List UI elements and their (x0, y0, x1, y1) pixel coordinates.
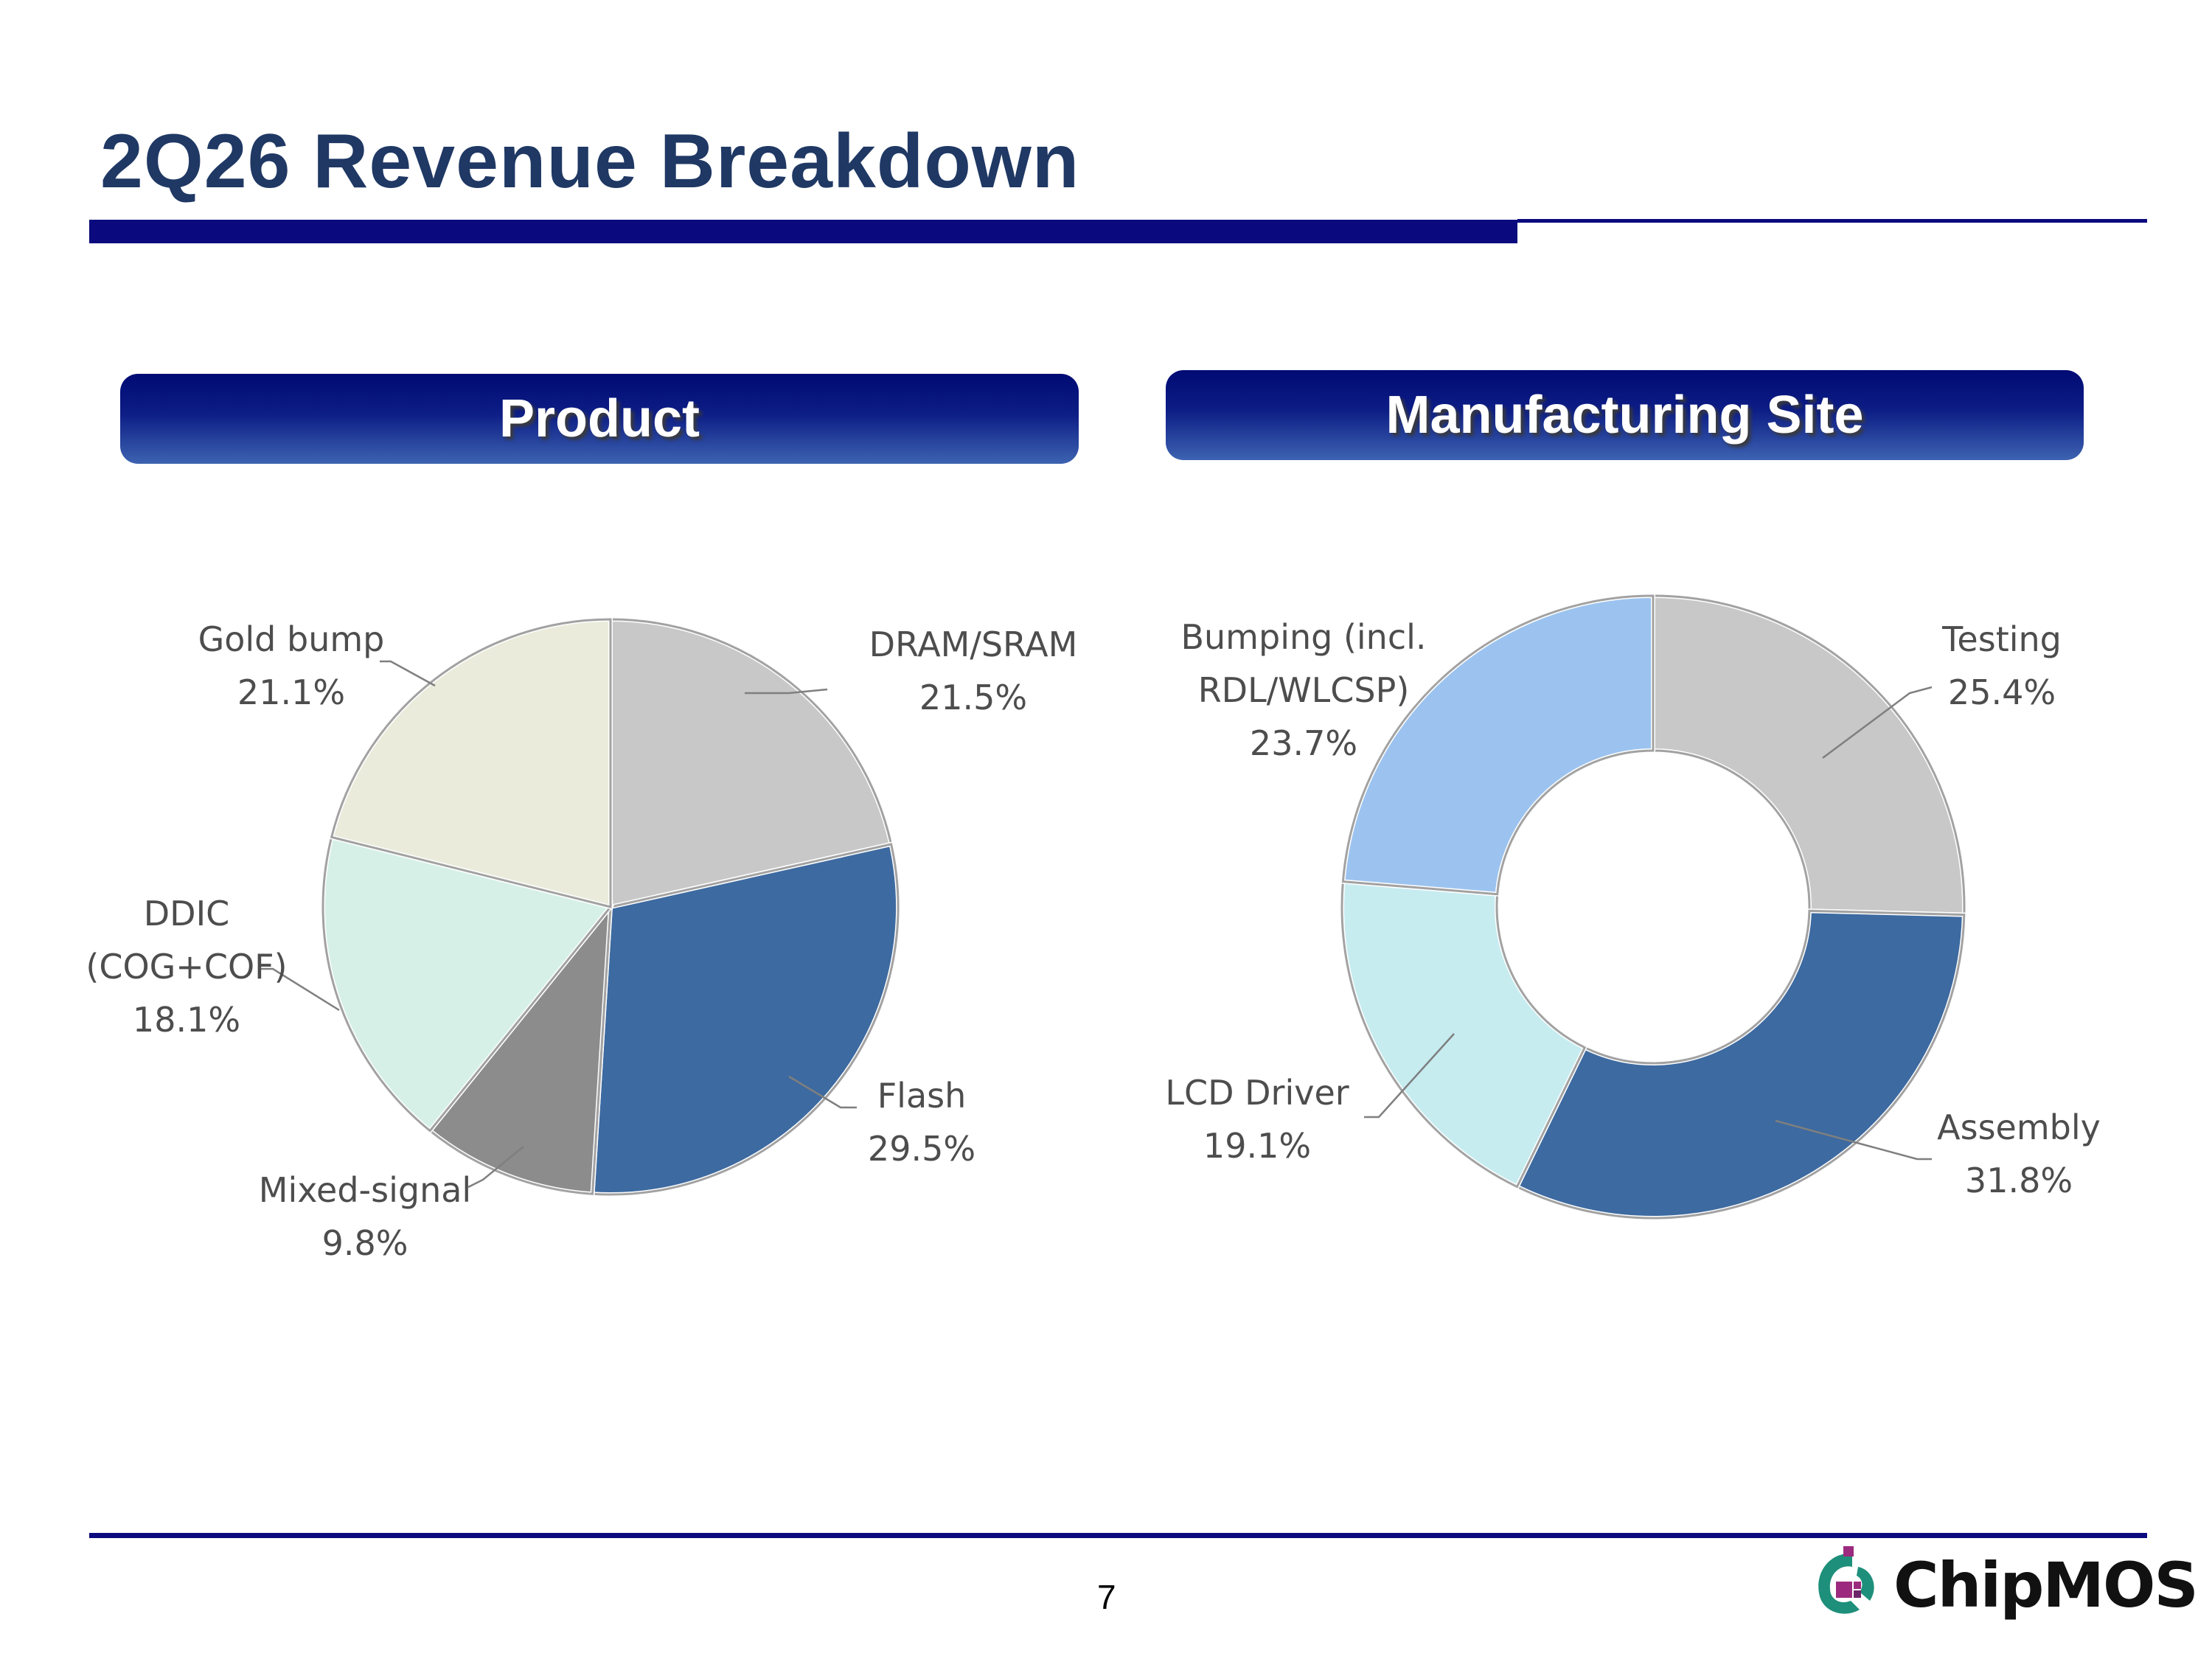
product-slice-edge-gold-bump (330, 618, 612, 908)
product-slice-edge-mixed-signal (428, 903, 612, 1195)
product-label-mixed-signal-1: 9.8% (322, 1223, 408, 1263)
product-pie-chart: DRAM/SRAM 21.5% Flash 29.5% Mixed-signal 9.8%… (86, 616, 1078, 1263)
manufacturing-site-label-bumping-incl-rdl-wlcsp-2: 23.7% (1250, 723, 1357, 763)
page-title: 2Q26 Revenue Breakdown (100, 119, 1080, 204)
product-leader-gold-bump (380, 660, 436, 687)
manufacturing-site-label-assembly-0: Assembly (1937, 1107, 2101, 1147)
product-leader-mixed-signal (467, 1146, 524, 1189)
product-section-header: Product (120, 374, 1079, 464)
product-label-dram-sram-1: 21.5% (919, 678, 1027, 717)
manufacturing-site-label-testing-1: 25.4% (1948, 672, 2056, 712)
manufacturing-site-label-testing-0: Testing (1941, 619, 2062, 659)
product-label-flash-1: 29.5% (868, 1129, 975, 1169)
manufacturing-site-slice-edge-bumping-incl-rdl-wlcsp (1341, 594, 1655, 896)
chipmos-logo: ChipMOS (1806, 1545, 2199, 1633)
manufacturing-site-leader-assembly (1775, 1119, 1932, 1161)
product-label-dram-sram-0: DRAM/SRAM (869, 625, 1078, 664)
chipmos-logo-icon (1818, 1546, 1874, 1614)
manufacturing-site-slice-testing (1651, 593, 1966, 917)
manufacturing-site-leader-lcd-driver (1364, 1033, 1455, 1119)
product-slice-edge-ddic-cog-cof (321, 835, 613, 1133)
manufacturing-site-slice-assembly (1514, 908, 1966, 1220)
product-label-ddic-cog-cof-1: (COG+COF) (86, 947, 287, 987)
manufacturing-site-slice-edge-assembly (1515, 909, 1966, 1220)
manufacturing-site-section-header: Manufacturing Site (1166, 370, 2084, 460)
title-underline-thin (1517, 219, 2147, 223)
product-leader-flash (788, 1075, 857, 1109)
product-label-flash-0: Flash (877, 1076, 967, 1116)
manufacturing-site-slice-edge-lcd-driver (1340, 880, 1587, 1189)
manufacturing-site-label-assembly-1: 31.8% (1965, 1161, 2073, 1200)
product-slice-edge-dram-sram (609, 618, 893, 908)
logo-text: ChipMOS (1893, 1549, 2199, 1621)
product-leader-dram-sram (745, 688, 828, 695)
product-label-gold-bump-0: Gold bump (198, 619, 385, 659)
product-label-ddic-cog-cof-2: 18.1% (133, 1000, 240, 1040)
title-underline-thick (89, 220, 1517, 243)
footer-divider (89, 1533, 2147, 1538)
manufacturing-site-donut-chart: Testing 25.4% Assembly 31.8% LCD Driver 19.1%… (1165, 593, 2101, 1220)
product-leader-ddic-cog-cof (258, 967, 340, 1012)
product-label-ddic-cog-cof-0: DDIC (144, 894, 230, 933)
page-number: 7 (1097, 1578, 1116, 1616)
manufacturing-site-label-lcd-driver-0: LCD Driver (1165, 1073, 1349, 1113)
manufacturing-site-leader-testing (1822, 686, 1933, 759)
product-label-gold-bump-1: 21.1% (237, 672, 345, 712)
product-slice-edge-flash (591, 843, 900, 1196)
manufacturing-site-label-lcd-driver-1: 19.1% (1203, 1126, 1311, 1166)
product-label-mixed-signal-0: Mixed-signal (259, 1170, 471, 1210)
manufacturing-site-slice-edge-testing (1652, 594, 1966, 917)
manufacturing-site-label-bumping-incl-rdl-wlcsp-0: Bumping (incl. (1180, 617, 1426, 657)
manufacturing-site-label-bumping-incl-rdl-wlcsp-1: RDL/WLCSP) (1198, 670, 1410, 710)
